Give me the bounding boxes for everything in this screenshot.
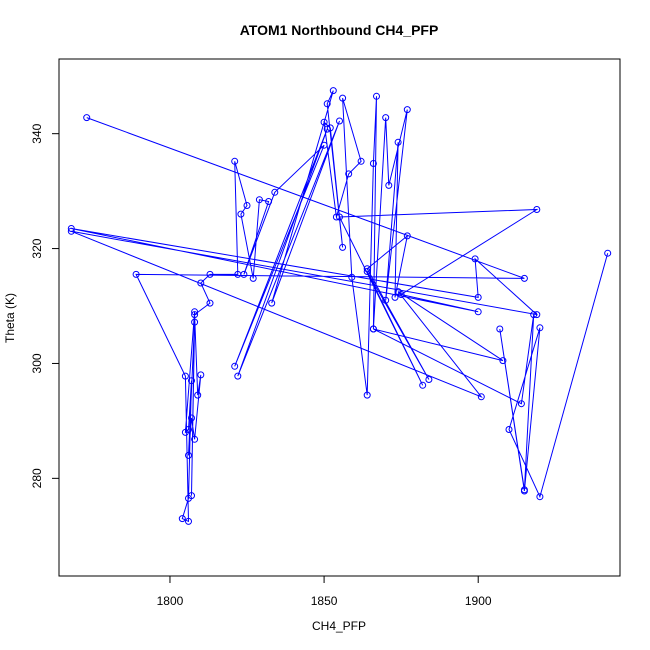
data-point [332,213,340,221]
data-point [496,325,504,333]
data-point [474,293,482,301]
data-point [403,106,411,114]
x-axis-label: CH4_PFP [312,619,366,633]
data-point [477,393,485,401]
data-point [403,232,411,240]
data-point [505,426,513,433]
data-point [197,279,205,287]
x-tick-label: 1800 [157,594,184,608]
data-point [185,451,192,459]
data-point [188,492,195,500]
data-point [373,92,380,100]
x-tick-label: 1900 [465,594,492,608]
chart-title: ATOM1 Northbound CH4_PFP [240,22,439,38]
data-point [67,227,75,235]
x-tick-label: 1850 [311,594,338,608]
data-point [185,517,192,525]
y-tick-label: 320 [30,238,44,258]
data-point [320,141,328,149]
axis-layer: 1800 1850 1900 280 300 320 340 [30,123,492,608]
data-point [363,265,371,273]
y-axis-label: Theta (K) [3,293,17,343]
data-point [357,157,365,165]
data-point [188,377,195,385]
data-point [197,371,205,379]
data-point [240,270,248,278]
data-point [474,308,482,316]
data-point [67,225,75,232]
data-point [206,270,214,278]
data-point [533,206,541,213]
data-point [385,181,393,189]
data-point [520,487,528,495]
y-tick-label: 280 [30,468,44,488]
data-point [323,125,331,133]
data-point [326,124,334,132]
data-point [336,213,343,221]
data-point [391,293,399,301]
data-point [369,160,377,167]
data-point [345,170,353,178]
data-point [425,376,433,383]
data-point [394,288,402,296]
data-point [249,274,257,282]
data-point [499,357,507,365]
data-point [382,114,390,122]
data-point [191,311,199,319]
data-point [194,391,202,399]
data-point [181,372,189,380]
data-point [536,324,544,332]
data-point [533,311,541,319]
data-point [243,202,251,209]
data-point [237,210,245,218]
data-point [394,138,402,146]
data-point [363,391,371,399]
data-point [271,188,279,196]
y-tick-label: 340 [30,123,44,143]
data-point [520,274,528,282]
data-point [363,268,371,275]
series-layer [67,87,612,525]
data-point [268,299,276,307]
data-point [471,255,479,263]
data-point [369,325,377,333]
data-point [191,435,199,443]
data-point [265,198,273,205]
data-point [323,100,331,108]
plot-frame [58,58,621,577]
data-point [231,157,239,165]
data-point [517,400,525,408]
data-point [382,296,390,304]
data-point [320,118,328,126]
data-point [255,196,263,204]
y-tick-label: 300 [30,353,44,373]
data-point [536,493,544,501]
data-point [339,243,347,251]
data-point [132,270,140,278]
data-point [234,372,242,380]
data-point [83,114,91,122]
data-point [336,117,343,125]
data-point [348,273,356,281]
data-point [206,299,214,307]
data-point [178,515,186,523]
data-point [604,249,612,257]
data-point [339,94,347,102]
data-point [329,87,337,95]
data-point [191,318,199,326]
data-point [231,362,239,370]
data-point [191,308,199,316]
data-point [188,414,195,422]
data-point [419,381,427,389]
series-line [71,90,609,523]
data-point [181,428,189,436]
data-point [530,311,538,319]
